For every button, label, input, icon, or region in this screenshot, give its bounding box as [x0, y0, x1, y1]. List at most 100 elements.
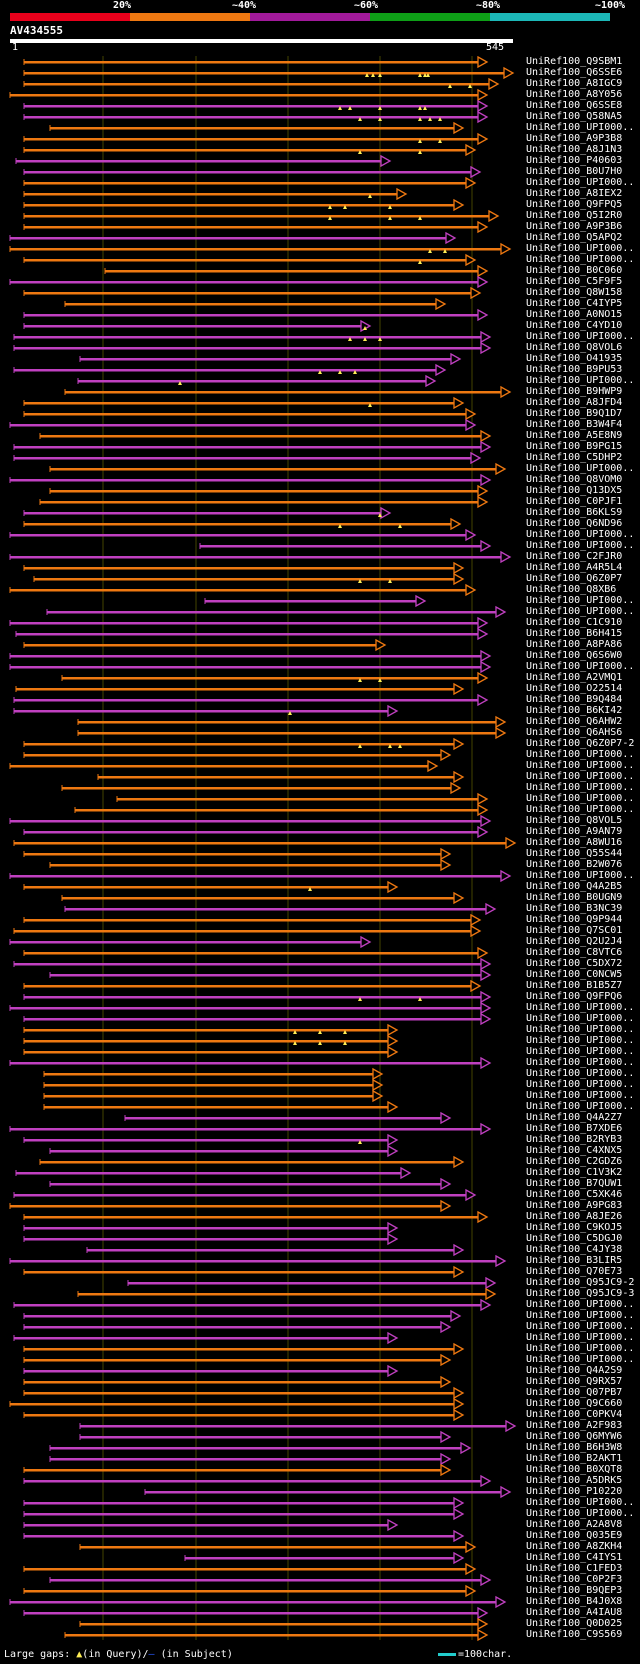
hit-label-link[interactable]: UniRef100_Q9RX57: [526, 1376, 623, 1387]
hit-label-link[interactable]: UniRef100_A2VMQ1: [526, 672, 623, 683]
hit-label-link[interactable]: UniRef100_A2F983: [526, 1420, 623, 1431]
hit-label-link[interactable]: UniRef100_UPI000..: [526, 1068, 635, 1079]
hit-label-link[interactable]: UniRef100_A9AN79: [526, 826, 623, 837]
hit-label-link[interactable]: UniRef100_A8WU16: [526, 837, 623, 848]
hit-label-link[interactable]: UniRef100_C9KOJ5: [526, 1222, 623, 1233]
hit-label-link[interactable]: UniRef100_Q5I2R0: [526, 210, 623, 221]
hit-label-link[interactable]: UniRef100_A8J1N3: [526, 144, 623, 155]
hit-label-link[interactable]: UniRef100_A8JFD4: [526, 397, 623, 408]
hit-label-link[interactable]: UniRef100_O22514: [526, 683, 623, 694]
hit-label-link[interactable]: UniRef100_Q95JC9-3: [526, 1288, 635, 1299]
hit-label-link[interactable]: UniRef100_UPI000..: [526, 529, 635, 540]
hit-label-link[interactable]: UniRef100_UPI000..: [526, 375, 635, 386]
hit-label-link[interactable]: UniRef100_B3LIR5: [526, 1255, 623, 1266]
hit-label-link[interactable]: UniRef100_Q6Z0P7: [526, 573, 623, 584]
hit-label-link[interactable]: UniRef100_UPI000..: [526, 760, 635, 771]
hit-label-link[interactable]: UniRef100_C4YD10: [526, 320, 623, 331]
hit-label-link[interactable]: UniRef100_UPI000..: [526, 1024, 635, 1035]
hit-label-link[interactable]: UniRef100_Q9FPQ6: [526, 991, 623, 1002]
hit-label-link[interactable]: UniRef100_UPI000..: [526, 1343, 635, 1354]
hit-label-link[interactable]: UniRef100_Q07PB7: [526, 1387, 623, 1398]
hit-label-link[interactable]: UniRef100_Q6AHW2: [526, 716, 623, 727]
hit-label-link[interactable]: UniRef100_B0UGN9: [526, 892, 623, 903]
hit-label-link[interactable]: UniRef100_Q95JC9-2: [526, 1277, 635, 1288]
hit-label-link[interactable]: UniRef100_B9QEP3: [526, 1585, 623, 1596]
hit-label-link[interactable]: UniRef100_C1C910: [526, 617, 623, 628]
hit-label-link[interactable]: UniRef100_B6H415: [526, 628, 623, 639]
hit-label-link[interactable]: UniRef100_Q6S6W0: [526, 650, 623, 661]
hit-label-link[interactable]: UniRef100_Q6Z0P7-2: [526, 738, 635, 749]
hit-label-link[interactable]: UniRef100_B7XDE6: [526, 1123, 623, 1134]
hit-label-link[interactable]: UniRef100_UPI000..: [526, 254, 635, 265]
hit-label-link[interactable]: UniRef100_A8JE26: [526, 1211, 623, 1222]
hit-label-link[interactable]: UniRef100_A5E8N9: [526, 430, 623, 441]
hit-label-link[interactable]: UniRef100_Q8XB6: [526, 584, 617, 595]
hit-label-link[interactable]: UniRef100_Q0D025: [526, 1618, 623, 1629]
hit-label-link[interactable]: UniRef100_Q4A2Z7: [526, 1112, 623, 1123]
hit-label-link[interactable]: UniRef100_UPI000..: [526, 177, 635, 188]
hit-label-link[interactable]: UniRef100_C4XNX5: [526, 1145, 623, 1156]
hit-label-link[interactable]: UniRef100_C9S569: [526, 1629, 623, 1640]
hit-label-link[interactable]: UniRef100_UPI000..: [526, 243, 635, 254]
hit-label-link[interactable]: UniRef100_A9PG83: [526, 1200, 623, 1211]
hit-label-link[interactable]: UniRef100_Q55S44: [526, 848, 623, 859]
hit-label-link[interactable]: UniRef100_A8Y056: [526, 89, 623, 100]
hit-label-link[interactable]: UniRef100_Q6MYW6: [526, 1431, 623, 1442]
hit-label-link[interactable]: UniRef100_B9PG15: [526, 441, 623, 452]
hit-label-link[interactable]: UniRef100_Q7SC01: [526, 925, 623, 936]
hit-label-link[interactable]: UniRef100_B0XQT8: [526, 1464, 623, 1475]
hit-label-link[interactable]: UniRef100_B2W076: [526, 859, 623, 870]
hit-label-link[interactable]: UniRef100_Q9P944: [526, 914, 623, 925]
hit-label-link[interactable]: UniRef100_UPI000..: [526, 1013, 635, 1024]
hit-label-link[interactable]: UniRef100_Q5APQ2: [526, 232, 623, 243]
hit-label-link[interactable]: UniRef100_C5DHP2: [526, 452, 623, 463]
hit-label-link[interactable]: UniRef100_A0NO15: [526, 309, 623, 320]
hit-label-link[interactable]: UniRef100_UPI000..: [526, 1090, 635, 1101]
hit-label-link[interactable]: UniRef100_B0C060: [526, 265, 623, 276]
hit-label-link[interactable]: UniRef100_A4IAU8: [526, 1607, 623, 1618]
hit-label-link[interactable]: UniRef100_B1B5Z7: [526, 980, 623, 991]
hit-label-link[interactable]: UniRef100_Q4A2B5: [526, 881, 623, 892]
hit-label-link[interactable]: UniRef100_Q4A2S9: [526, 1365, 623, 1376]
hit-label-link[interactable]: UniRef100_UPI000..: [526, 595, 635, 606]
hit-label-link[interactable]: UniRef100_UPI000..: [526, 122, 635, 133]
hit-label-link[interactable]: UniRef100_UPI000..: [526, 661, 635, 672]
hit-label-link[interactable]: UniRef100_C4IYS1: [526, 1552, 623, 1563]
hit-label-link[interactable]: UniRef100_Q2U2J4: [526, 936, 623, 947]
hit-label-link[interactable]: UniRef100_Q13DX5: [526, 485, 623, 496]
hit-label-link[interactable]: UniRef100_C1V3K2: [526, 1167, 623, 1178]
hit-label-link[interactable]: UniRef100_UPI000..: [526, 1332, 635, 1343]
hit-label-link[interactable]: UniRef100_B6KI42: [526, 705, 623, 716]
hit-label-link[interactable]: UniRef100_Q6SSE8: [526, 100, 623, 111]
hit-label-link[interactable]: UniRef100_UPI000..: [526, 1497, 635, 1508]
hit-label-link[interactable]: UniRef100_P10220: [526, 1486, 623, 1497]
hit-label-link[interactable]: UniRef100_B9HWP9: [526, 386, 623, 397]
hit-label-link[interactable]: UniRef100_UPI000..: [526, 540, 635, 551]
hit-label-link[interactable]: UniRef100_C0P2F3: [526, 1574, 623, 1585]
hit-label-link[interactable]: UniRef100_C5F9F5: [526, 276, 623, 287]
hit-label-link[interactable]: UniRef100_B7QUW1: [526, 1178, 623, 1189]
hit-label-link[interactable]: UniRef100_C5DX72: [526, 958, 623, 969]
hit-label-link[interactable]: UniRef100_B0U7H0: [526, 166, 623, 177]
hit-label-link[interactable]: UniRef100_Q9C660: [526, 1398, 623, 1409]
hit-label-link[interactable]: UniRef100_Q8VOL6: [526, 342, 623, 353]
hit-label-link[interactable]: UniRef100_UPI000..: [526, 1057, 635, 1068]
hit-label-link[interactable]: UniRef100_B6KLS9: [526, 507, 623, 518]
hit-label-link[interactable]: UniRef100_UPI000..: [526, 1002, 635, 1013]
hit-label-link[interactable]: UniRef100_Q8W158: [526, 287, 623, 298]
hit-label-link[interactable]: UniRef100_UPI000..: [526, 1079, 635, 1090]
hit-label-link[interactable]: UniRef100_C2FJR0: [526, 551, 623, 562]
hit-label-link[interactable]: UniRef100_UPI000..: [526, 1046, 635, 1057]
hit-label-link[interactable]: UniRef100_Q58NA5: [526, 111, 623, 122]
hit-label-link[interactable]: UniRef100_Q035E9: [526, 1530, 623, 1541]
hit-label-link[interactable]: UniRef100_Q6ND96: [526, 518, 623, 529]
hit-label-link[interactable]: UniRef100_UPI000..: [526, 463, 635, 474]
hit-label-link[interactable]: UniRef100_A8ZKH4: [526, 1541, 623, 1552]
hit-label-link[interactable]: UniRef100_UPI000..: [526, 606, 635, 617]
hit-label-link[interactable]: UniRef100_UPI000..: [526, 1035, 635, 1046]
hit-label-link[interactable]: UniRef100_Q8VOM0: [526, 474, 623, 485]
hit-label-link[interactable]: UniRef100_B2RYB3: [526, 1134, 623, 1145]
hit-label-link[interactable]: UniRef100_UPI000..: [526, 1321, 635, 1332]
hit-label-link[interactable]: UniRef100_C5XK46: [526, 1189, 623, 1200]
hit-label-link[interactable]: UniRef100_C5DGJ0: [526, 1233, 623, 1244]
